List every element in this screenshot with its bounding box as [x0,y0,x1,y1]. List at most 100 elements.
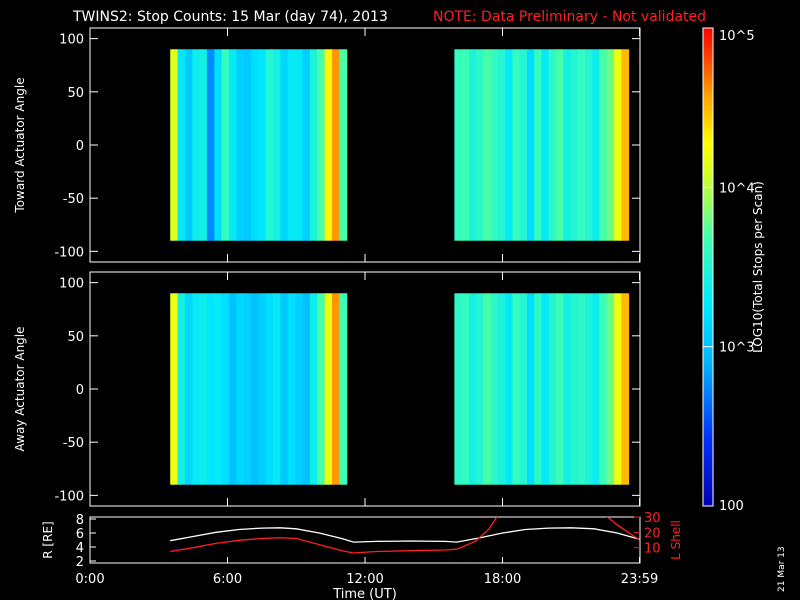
heatmap-cell [461,49,470,241]
heatmap-cell [265,49,274,241]
heatmap-cell [476,293,485,485]
heatmap-cell [192,293,201,485]
orbit-right-tick-label: 30 [644,511,661,526]
heatmap-cell [339,293,348,485]
heatmap-cell [614,49,622,241]
panel-toward: 100 50 0 -50 -100 Toward Actuator Angle [13,27,641,263]
orbit-r-line [170,527,640,543]
heatmap-cell [599,49,608,241]
x-axis-label: Time (UT) [332,587,397,600]
heatmap-cell [184,293,193,485]
heatmap-cell [214,293,223,485]
heatmap-cell [221,293,230,485]
heatmap-cell [606,293,615,485]
colorbar-tick-label: 10^5 [719,29,755,44]
heatmap-cell [519,293,528,485]
heatmap-cell [577,293,586,485]
orbit-left-tick-label: 6 [76,527,84,542]
panel-away: 100 50 0 -50 -100 Away Actuator Angle [13,271,641,507]
heatmap-cell [229,293,237,485]
heatmap-cell [317,293,326,485]
heatmap-cell [280,49,289,241]
heatmap-cell [563,293,572,485]
heatmap-cell [206,49,215,241]
heatmap-cell [184,49,193,241]
x-tick-label: 6:00 [213,572,242,587]
colorbar-tick-label: 10^4 [719,181,755,196]
y-tick-label: 100 [59,33,84,48]
heatmap-cell [295,293,304,485]
heatmap-cell [526,293,535,485]
heatmap-cell [251,49,260,241]
heatmap-cell [476,49,485,241]
y-tick-label: -50 [63,436,84,451]
heatmap-cell [541,293,550,485]
heatmap-cell [461,293,470,485]
heatmap-cell [199,293,208,485]
heatmap-cell [331,293,340,485]
heatmap-cell [534,49,543,241]
heatmap-cell [206,293,215,485]
orbit-right-tick-label: 20 [644,526,661,541]
colorbar: 100 10^3 10^4 10^5 LOG10(Total Stops per Sc… [702,27,765,514]
x-tick-label: 0:00 [75,572,104,587]
panel-orbit-frame [89,516,641,564]
heatmap-cell [454,49,463,241]
heatmap-cell [555,293,564,485]
heatmap-cell [243,293,252,485]
heatmap-cell [236,49,245,241]
heatmap-cell [468,49,477,241]
heatmap-cell [265,293,274,485]
heatmap-cell [505,49,514,241]
x-tick-label: 12:00 [346,572,383,587]
heatmap-cell [621,293,630,485]
y-tick-label: 0 [76,383,84,398]
heatmap-cell [606,49,615,241]
heatmap-cell [302,49,311,241]
heatmap-cell [243,49,252,241]
panel-toward-axis: 100 50 0 -50 -100 [54,28,641,262]
heatmap-cell [468,293,477,485]
heatmap-cell [199,49,208,241]
x-tick-label: 18:00 [484,572,521,587]
heatmap-cell [497,293,506,485]
heatmap-cell [570,293,579,485]
heatmap-cell [505,293,514,485]
heatmap-cell [621,49,630,241]
heatmap-cell [287,49,296,241]
y-tick-label: -100 [54,245,84,260]
orbit-lshell-line [170,517,640,554]
heatmap-cell [177,293,186,485]
heatmap-cell [548,49,557,241]
orbit-lines [170,517,640,554]
y-tick-label: -50 [63,192,84,207]
heatmap-cell [548,293,557,485]
chart-title: TWINS2: Stop Counts: 15 Mar (day 74), 20… [72,9,388,25]
heatmap-cell [592,293,601,485]
heatmap-cell [490,49,499,241]
heatmap-cell [592,49,601,241]
heatmap-cell [258,293,267,485]
y-tick-label: 100 [59,277,84,292]
heatmap-cell [170,49,179,241]
heatmap-cell [512,49,521,241]
panel-away-ylabel: Away Actuator Angle [13,326,27,451]
panel-toward-ylabel: Toward Actuator Angle [13,77,27,213]
orbit-left-tick-label: 4 [76,541,84,556]
heatmap-cell [555,49,564,241]
heatmap-cell [585,293,593,485]
heatmap-cell [324,49,333,241]
colorbar-gradient [703,28,713,506]
heatmap-cell [483,293,492,485]
heatmap-cell [177,49,186,241]
heatmap-toward [170,49,630,241]
x-tick-label: 23:59 [621,572,658,587]
heatmap-cell [309,293,318,485]
orbit-left-tick-label: 8 [76,513,84,528]
y-tick-label: -100 [54,489,84,504]
heatmap-cell [324,293,333,485]
x-axis: 0:00 6:00 12:00 18:00 23:59 [75,557,658,587]
heatmap-cell [599,293,608,485]
